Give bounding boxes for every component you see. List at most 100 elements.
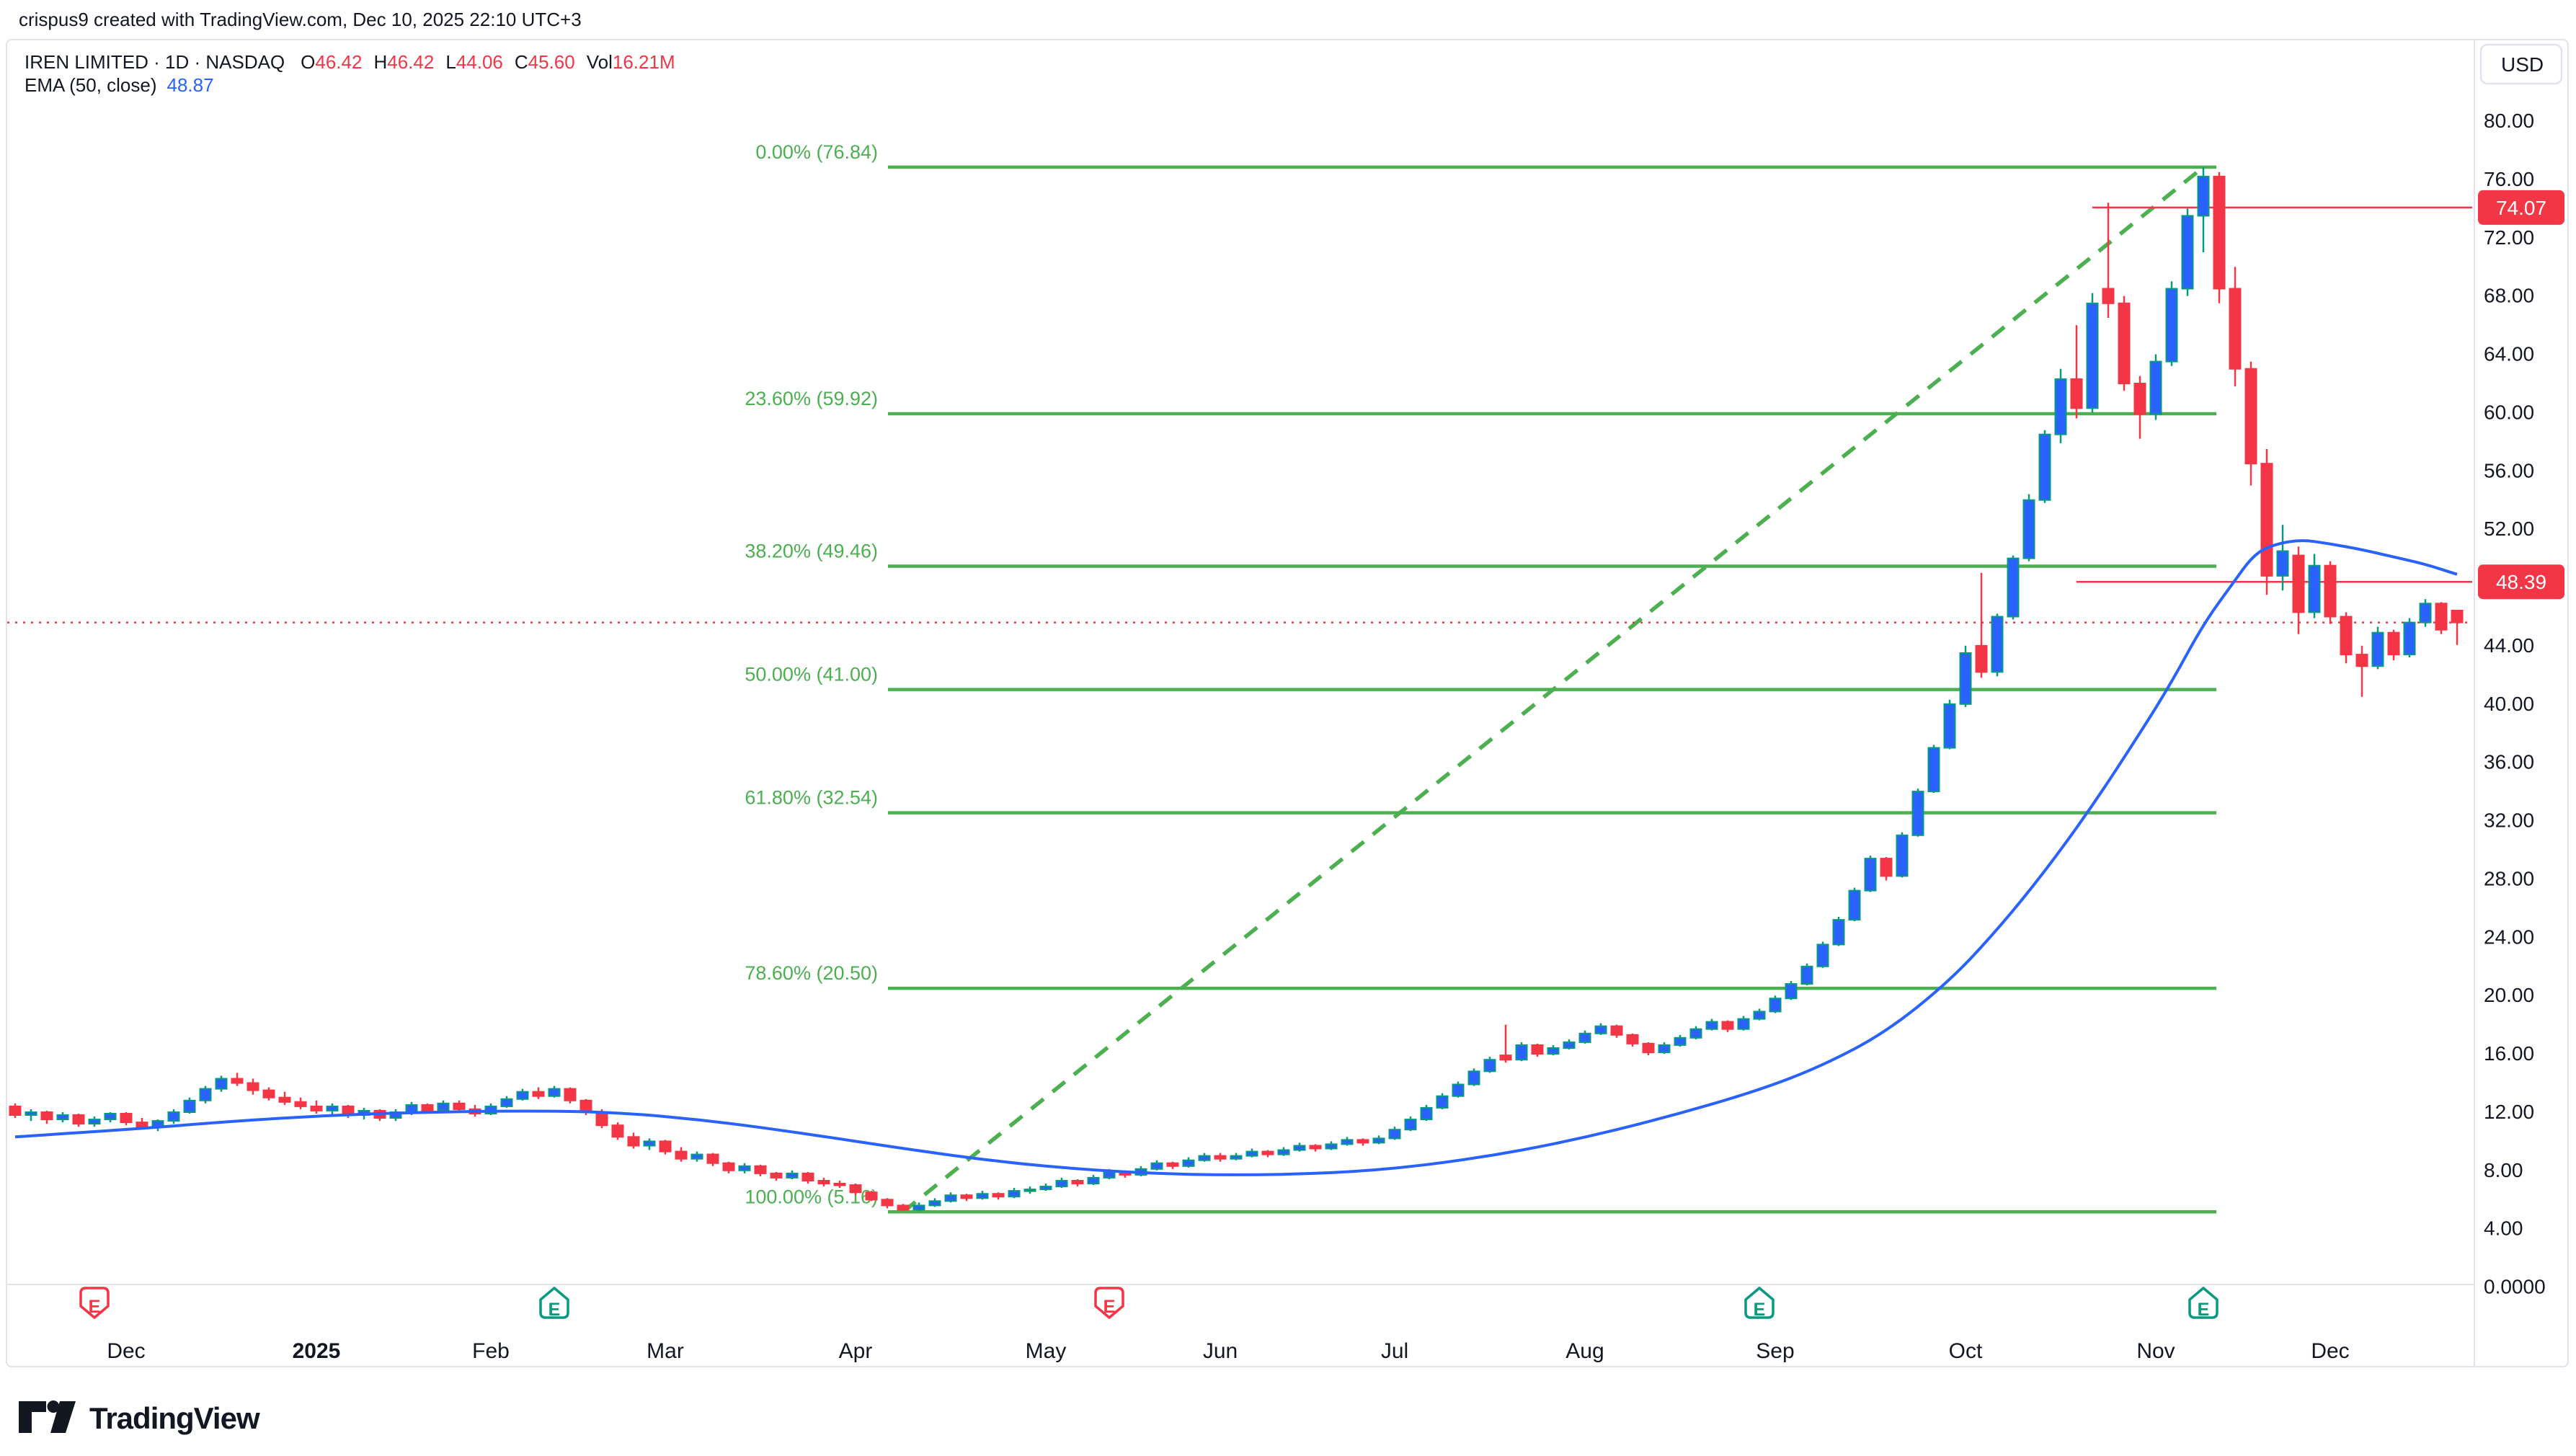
candle-body[interactable] bbox=[1261, 1150, 1274, 1155]
candle-body[interactable] bbox=[2165, 288, 2178, 363]
candle-body[interactable] bbox=[849, 1184, 862, 1194]
candle-body[interactable] bbox=[1341, 1139, 1354, 1145]
candle-body[interactable] bbox=[40, 1111, 53, 1121]
candle-body[interactable] bbox=[2118, 302, 2131, 384]
candle-body[interactable] bbox=[1483, 1059, 1496, 1073]
candle-body[interactable] bbox=[2213, 175, 2226, 290]
candle-body[interactable] bbox=[2022, 499, 2035, 559]
candle-body[interactable] bbox=[992, 1193, 1005, 1198]
candle-body[interactable] bbox=[9, 1105, 22, 1117]
candle-body[interactable] bbox=[1991, 616, 2004, 673]
candle-body[interactable] bbox=[500, 1098, 513, 1107]
candle-body[interactable] bbox=[1420, 1106, 1433, 1121]
candle-body[interactable] bbox=[1325, 1143, 1338, 1150]
fib-trendline[interactable] bbox=[902, 165, 2205, 1214]
candle-body[interactable] bbox=[25, 1111, 37, 1116]
candle-body[interactable] bbox=[1150, 1162, 1163, 1170]
candle-body[interactable] bbox=[928, 1200, 941, 1207]
candle-body[interactable] bbox=[294, 1101, 307, 1107]
candle-body[interactable] bbox=[136, 1122, 148, 1128]
candle-body[interactable] bbox=[2007, 557, 2020, 618]
candle-body[interactable] bbox=[2355, 654, 2368, 667]
candle-body[interactable] bbox=[1214, 1155, 1227, 1160]
candle-body[interactable] bbox=[897, 1204, 910, 1211]
candle-body[interactable] bbox=[2308, 564, 2321, 613]
candle-body[interactable] bbox=[215, 1078, 228, 1090]
candle-body[interactable] bbox=[326, 1105, 339, 1111]
candle-body[interactable] bbox=[1467, 1070, 1480, 1086]
candle-body[interactable] bbox=[2324, 564, 2337, 618]
candle-body[interactable] bbox=[1388, 1129, 1401, 1140]
candle-body[interactable] bbox=[1436, 1095, 1449, 1109]
earnings-icon[interactable] bbox=[1744, 1287, 1775, 1319]
candle-body[interactable] bbox=[690, 1153, 703, 1160]
candle-body[interactable] bbox=[183, 1099, 196, 1114]
candle-body[interactable] bbox=[1055, 1180, 1068, 1188]
candle-body[interactable] bbox=[960, 1194, 973, 1199]
candle-body[interactable] bbox=[1356, 1139, 1369, 1144]
candle-body[interactable] bbox=[833, 1183, 846, 1186]
candle-body[interactable] bbox=[595, 1111, 608, 1127]
candle-body[interactable] bbox=[56, 1114, 69, 1121]
candle-body[interactable] bbox=[516, 1091, 529, 1100]
candle-body[interactable] bbox=[2038, 433, 2051, 501]
candle-body[interactable] bbox=[1531, 1044, 1544, 1055]
candle-body[interactable] bbox=[627, 1136, 640, 1147]
candle-body[interactable] bbox=[801, 1172, 814, 1182]
candle-body[interactable] bbox=[1769, 998, 1782, 1013]
currency-badge[interactable] bbox=[2479, 43, 2563, 85]
candle-body[interactable] bbox=[88, 1119, 101, 1125]
candle-body[interactable] bbox=[2070, 378, 2083, 409]
candle-body[interactable] bbox=[1975, 644, 1988, 673]
candle-body[interactable] bbox=[881, 1199, 894, 1207]
candle-body[interactable] bbox=[453, 1102, 466, 1110]
price-axis[interactable]: USD 80.00 76.00 72.00 68.00 64.00 60.00 56.00 52… bbox=[2478, 43, 2564, 1298]
candle-body[interactable] bbox=[1309, 1145, 1322, 1150]
candle-body[interactable] bbox=[865, 1191, 878, 1201]
candle-body[interactable] bbox=[1103, 1171, 1116, 1178]
candle-body[interactable] bbox=[548, 1088, 561, 1097]
candle-body[interactable] bbox=[1182, 1159, 1195, 1167]
candle-body[interactable] bbox=[1452, 1083, 1465, 1097]
candle-body[interactable] bbox=[405, 1104, 418, 1114]
candle-body[interactable] bbox=[421, 1104, 434, 1111]
candle-body[interactable] bbox=[1642, 1042, 1655, 1054]
candle-body[interactable] bbox=[2244, 368, 2257, 465]
candle-body[interactable] bbox=[2133, 383, 2146, 415]
candle-body[interactable] bbox=[1785, 983, 1798, 1000]
candle-body[interactable] bbox=[2260, 463, 2273, 577]
candle-body[interactable] bbox=[1610, 1025, 1623, 1036]
candle-body[interactable] bbox=[611, 1124, 624, 1138]
candle-body[interactable] bbox=[1071, 1180, 1084, 1184]
candle-body[interactable] bbox=[1087, 1176, 1100, 1185]
candle-body[interactable] bbox=[1277, 1149, 1290, 1155]
candle-body[interactable] bbox=[1737, 1018, 1750, 1030]
candle-body[interactable] bbox=[1008, 1190, 1021, 1198]
candle-body[interactable] bbox=[1927, 747, 1940, 793]
earnings-icon[interactable] bbox=[79, 1287, 110, 1319]
candle-body[interactable] bbox=[1959, 652, 1972, 705]
candle-body[interactable] bbox=[944, 1194, 957, 1202]
candle-body[interactable] bbox=[2451, 610, 2464, 623]
candle-body[interactable] bbox=[1832, 919, 1845, 946]
candle-body[interactable] bbox=[2403, 621, 2416, 656]
time-axis[interactable]: Dec 2025 Feb Mar Apr May Jun Jul Aug Sep Oct Nov Dec… bbox=[79, 1287, 2350, 1363]
candle-body[interactable] bbox=[1943, 703, 1956, 749]
candle-body[interactable] bbox=[659, 1140, 672, 1153]
candle-body[interactable] bbox=[72, 1114, 85, 1125]
candle-body[interactable] bbox=[1039, 1186, 1052, 1191]
candle-body[interactable] bbox=[1293, 1145, 1306, 1151]
candle-body[interactable] bbox=[1896, 834, 1909, 877]
candle-body[interactable] bbox=[1705, 1021, 1718, 1030]
legend-symbol-row[interactable]: IREN LIMITED · 1D · NASDAQ O46.42 H46.42… bbox=[25, 50, 687, 74]
candle-body[interactable] bbox=[2197, 175, 2210, 217]
candle-body[interactable] bbox=[2086, 302, 2099, 409]
candle-body[interactable] bbox=[231, 1078, 244, 1084]
candle-body[interactable] bbox=[1800, 965, 1813, 985]
candle-body[interactable] bbox=[976, 1193, 989, 1199]
candle-body[interactable] bbox=[738, 1165, 751, 1171]
candle-body[interactable] bbox=[1753, 1011, 1766, 1020]
candle-body[interactable] bbox=[1166, 1162, 1179, 1167]
candle-body[interactable] bbox=[1515, 1044, 1528, 1061]
candle-body[interactable] bbox=[643, 1140, 656, 1147]
